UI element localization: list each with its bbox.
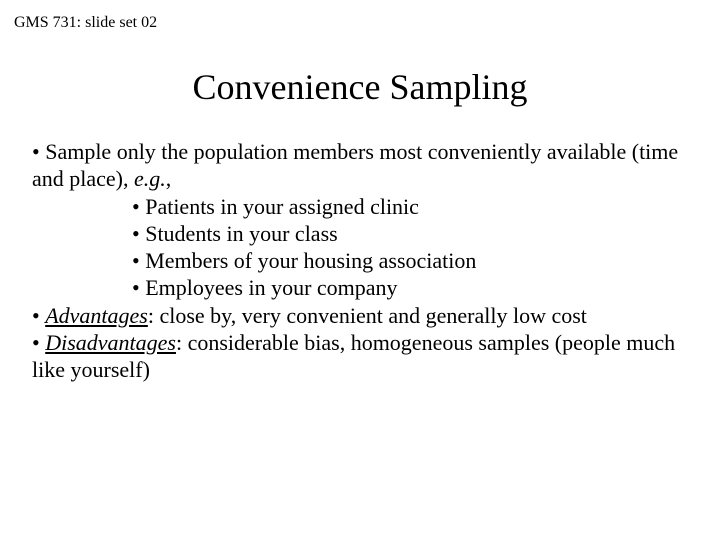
dis-label: Disadvantages [45,330,176,355]
adv-bullet: • [32,303,45,328]
adv-label: Advantages [45,303,148,328]
advantages-line: • Advantages: close by, very convenient … [32,302,688,329]
sub-item: • Patients in your assigned clinic [32,193,688,220]
sub-item: • Students in your class [32,220,688,247]
intro-line: • Sample only the population members mos… [32,138,688,193]
intro-eg: e.g. [134,166,166,191]
slide-title: Convenience Sampling [0,66,720,108]
disadvantages-line: • Disadvantages: considerable bias, homo… [32,329,688,384]
slide-header: GMS 731: slide set 02 [14,14,157,32]
intro-prefix: • Sample only the population members mos… [32,139,678,191]
dis-bullet: • [32,330,45,355]
adv-text: : close by, very convenient and generall… [148,303,587,328]
slide-body: • Sample only the population members mos… [32,138,688,383]
sub-item: • Employees in your company [32,274,688,301]
sub-item: • Members of your housing association [32,247,688,274]
intro-suffix: , [166,166,172,191]
